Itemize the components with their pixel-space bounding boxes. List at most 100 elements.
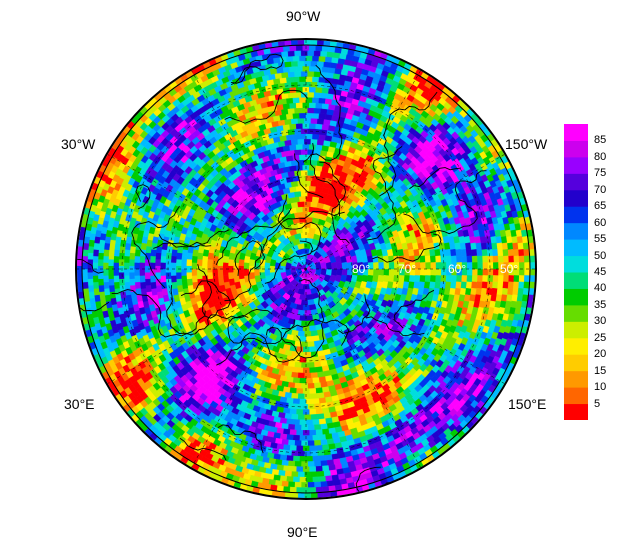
heatmap-cell	[284, 118, 292, 125]
heatmap-cell	[492, 275, 499, 283]
heatmap-cell	[312, 356, 320, 363]
heatmap-cell	[304, 393, 312, 400]
heatmap-cell	[444, 248, 452, 257]
heatmap-cell	[313, 382, 322, 389]
heatmap-cell	[467, 262, 473, 270]
heatmap-cell	[305, 175, 313, 181]
heatmap-cell	[295, 487, 303, 493]
heatmap-cell	[282, 66, 291, 73]
heatmap-cell	[92, 249, 99, 257]
heatmap-cell	[277, 469, 286, 477]
heatmap-cell	[295, 445, 304, 452]
heatmap-cell	[300, 149, 308, 155]
heatmap-cell	[313, 481, 321, 488]
heatmap-cell	[289, 144, 297, 151]
heatmap-cell	[144, 278, 151, 286]
heatmap-cell	[87, 284, 95, 293]
heatmap-cell	[316, 139, 325, 146]
heatmap-cell	[294, 71, 302, 77]
heatmap-cell	[295, 466, 304, 473]
heatmap-cell	[523, 249, 530, 257]
heatmap-cell	[150, 281, 157, 290]
heatmap-cell	[377, 275, 385, 283]
heatmap-cell	[282, 45, 291, 52]
heatmap-cell	[481, 249, 488, 257]
heatmap-cell	[486, 249, 494, 257]
heatmap-cell	[487, 262, 494, 270]
heatmap-cell	[517, 288, 524, 296]
colorbar-segment	[564, 173, 588, 191]
heatmap-cell	[304, 289, 312, 296]
heatmap-cell	[424, 275, 431, 283]
heatmap-cell	[191, 268, 198, 276]
heatmap-cell	[186, 271, 193, 280]
heatmap-cell	[312, 55, 320, 62]
heatmap-cell	[312, 377, 320, 384]
heatmap-cell	[170, 262, 177, 270]
colorbar-segment	[564, 304, 588, 322]
heatmap-cell	[291, 471, 299, 478]
heatmap-cell	[297, 330, 305, 337]
heatmap-cell	[97, 278, 104, 286]
lat-label-80: 80°	[352, 262, 371, 276]
heatmap-cell	[435, 275, 442, 283]
heatmap-cell	[289, 387, 297, 394]
heatmap-cell	[308, 185, 317, 192]
heatmap-cell	[92, 275, 99, 283]
heatmap-cell	[512, 287, 519, 296]
heatmap-cell	[497, 275, 504, 283]
heatmap-cell	[82, 268, 88, 276]
heatmap-cell	[300, 190, 308, 197]
colorbar-tick-label: 55	[594, 233, 607, 246]
heatmap-cell	[482, 262, 489, 270]
heatmap-cell	[450, 248, 457, 257]
heatmap-cell	[290, 118, 299, 125]
heatmap-cell	[82, 275, 88, 283]
heatmap-cell	[313, 460, 321, 467]
colorbar-tick-label: 5	[594, 397, 601, 410]
heatmap-cell	[281, 92, 289, 100]
heatmap-cell	[445, 275, 452, 283]
heatmap-cell	[297, 60, 305, 67]
heatmap-cell	[507, 287, 514, 296]
heatmap-cell	[243, 262, 250, 270]
heatmap-cell	[119, 245, 126, 254]
heatmap-cell	[139, 255, 146, 263]
heatmap-cell	[471, 249, 478, 257]
heatmap-cell	[289, 123, 297, 130]
heatmap-cell	[316, 413, 325, 420]
heatmap-cell	[435, 268, 442, 276]
heatmap-cell	[305, 476, 313, 483]
heatmap-cell	[304, 40, 312, 46]
heatmap-cell	[295, 65, 304, 72]
heatmap-cell	[313, 439, 322, 446]
heatmap-cell	[124, 249, 131, 257]
heatmap-cell	[471, 255, 478, 263]
heatmap-cell	[243, 268, 250, 276]
heatmap-cell	[476, 281, 483, 289]
heatmap-cell	[118, 258, 125, 267]
heatmap-cell	[279, 475, 288, 482]
heatmap-cell	[497, 249, 504, 257]
heatmap-cell	[393, 275, 400, 283]
heatmap-cell	[524, 262, 530, 270]
heatmap-cell	[465, 248, 473, 257]
heatmap-cell	[284, 61, 292, 68]
heatmap-cell	[295, 185, 304, 192]
heatmap-cell	[310, 450, 318, 457]
heatmap-cell	[324, 454, 333, 461]
heatmap-cell	[238, 258, 245, 267]
heatmap-cell	[315, 408, 323, 415]
heatmap-cell	[316, 470, 325, 478]
heatmap-cell	[501, 287, 509, 296]
heatmap-cell	[281, 50, 289, 58]
heatmap-cell	[318, 418, 327, 425]
heatmap-cell	[321, 428, 330, 435]
heatmap-cell	[300, 461, 308, 467]
heatmap-cell	[289, 66, 297, 73]
heatmap-cell	[323, 82, 331, 89]
heatmap-cell	[292, 434, 300, 441]
heatmap-cell	[315, 387, 323, 394]
heatmap-cell	[292, 377, 300, 384]
